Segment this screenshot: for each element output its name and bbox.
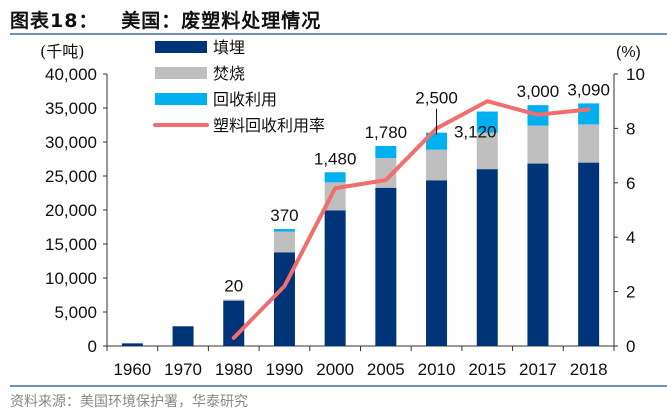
x-tick-label: 2017: [519, 360, 557, 379]
bar-incineration: [426, 149, 448, 181]
legend-swatch: [155, 41, 207, 53]
legend-swatch: [155, 67, 207, 79]
legend-label: 焚烧: [213, 64, 245, 83]
bar-landfill: [324, 210, 346, 346]
bar-recycling: [578, 103, 600, 125]
y2-axis-label: (%): [616, 44, 641, 61]
legend-label: 塑料回收利用率: [213, 116, 325, 135]
data-label: 20: [224, 277, 243, 296]
data-label: 3,120: [454, 123, 497, 142]
y2-tick-label: 2: [626, 283, 635, 302]
title-divider: [10, 33, 667, 35]
bar-recycling: [273, 229, 295, 232]
figure-title: 图表18： 美国：废塑料处理情况: [10, 10, 322, 32]
bar-landfill: [273, 252, 295, 346]
x-tick-label: 2010: [418, 360, 456, 379]
data-label: 370: [270, 206, 298, 225]
bar-landfill: [375, 187, 397, 346]
bar-landfill: [578, 162, 600, 346]
y-tick-label: 30,000: [45, 133, 97, 152]
data-label: 1,780: [365, 123, 408, 142]
bar-incineration: [273, 231, 295, 253]
bar-incineration: [527, 125, 549, 164]
y2-tick-label: 4: [626, 228, 635, 247]
y2-tick-label: 10: [626, 65, 645, 84]
y-tick-label: 35,000: [45, 99, 97, 118]
legend-item: 焚烧: [155, 64, 245, 83]
bar-recycling: [324, 172, 346, 183]
legend-label: 回收利用: [213, 90, 277, 109]
y-tick-label: 10,000: [45, 269, 97, 288]
x-tick-label: 1990: [266, 360, 304, 379]
bar-incineration: [476, 132, 498, 170]
y-tick-label: 40,000: [45, 65, 97, 84]
y-tick-label: 15,000: [45, 235, 97, 254]
x-tick-label: 1970: [164, 360, 202, 379]
legend-label: 填埋: [213, 38, 245, 57]
bar-incineration: [578, 124, 600, 163]
bar-recycling: [375, 145, 397, 159]
x-tick-label: 2015: [468, 360, 506, 379]
y-tick-label: 5,000: [54, 303, 97, 322]
y2-tick-label: 0: [626, 337, 635, 356]
bar-landfill: [172, 326, 194, 346]
bar-incineration: [223, 299, 245, 301]
legend-swatch: [155, 93, 207, 105]
y-axis-label: (千吨): [40, 42, 85, 61]
y-tick-label: 0: [88, 337, 97, 356]
legend-item: 塑料回收利用率: [153, 116, 325, 135]
data-label: 3,090: [567, 80, 610, 99]
x-tick-label: 2018: [570, 360, 608, 379]
bar-recycling: [426, 132, 448, 150]
data-label: 2,500: [415, 89, 458, 108]
y-tick-label: 25,000: [45, 167, 97, 186]
source-note: 资料来源：美国环境保护署，华泰研究: [10, 394, 248, 410]
x-tick-label: 2000: [316, 360, 354, 379]
bar-landfill: [426, 180, 448, 346]
y-tick-label: 20,000: [45, 201, 97, 220]
bar-landfill: [527, 163, 549, 346]
legend-item: 填埋: [155, 38, 245, 57]
footer-divider: [10, 385, 667, 387]
y2-tick-label: 8: [626, 119, 635, 138]
bar-landfill: [121, 343, 143, 346]
x-tick-label: 1960: [113, 360, 151, 379]
x-tick-label: 2005: [367, 360, 405, 379]
bar-landfill: [476, 169, 498, 346]
line-recycling-rate: [231, 99, 591, 340]
bar-recycling: [476, 111, 498, 133]
data-label: 1,480: [314, 149, 357, 168]
x-tick-label: 1980: [215, 360, 253, 379]
data-label: 3,000: [517, 82, 560, 101]
y2-tick-label: 6: [626, 174, 635, 193]
legend-item: 回收利用: [155, 90, 277, 109]
